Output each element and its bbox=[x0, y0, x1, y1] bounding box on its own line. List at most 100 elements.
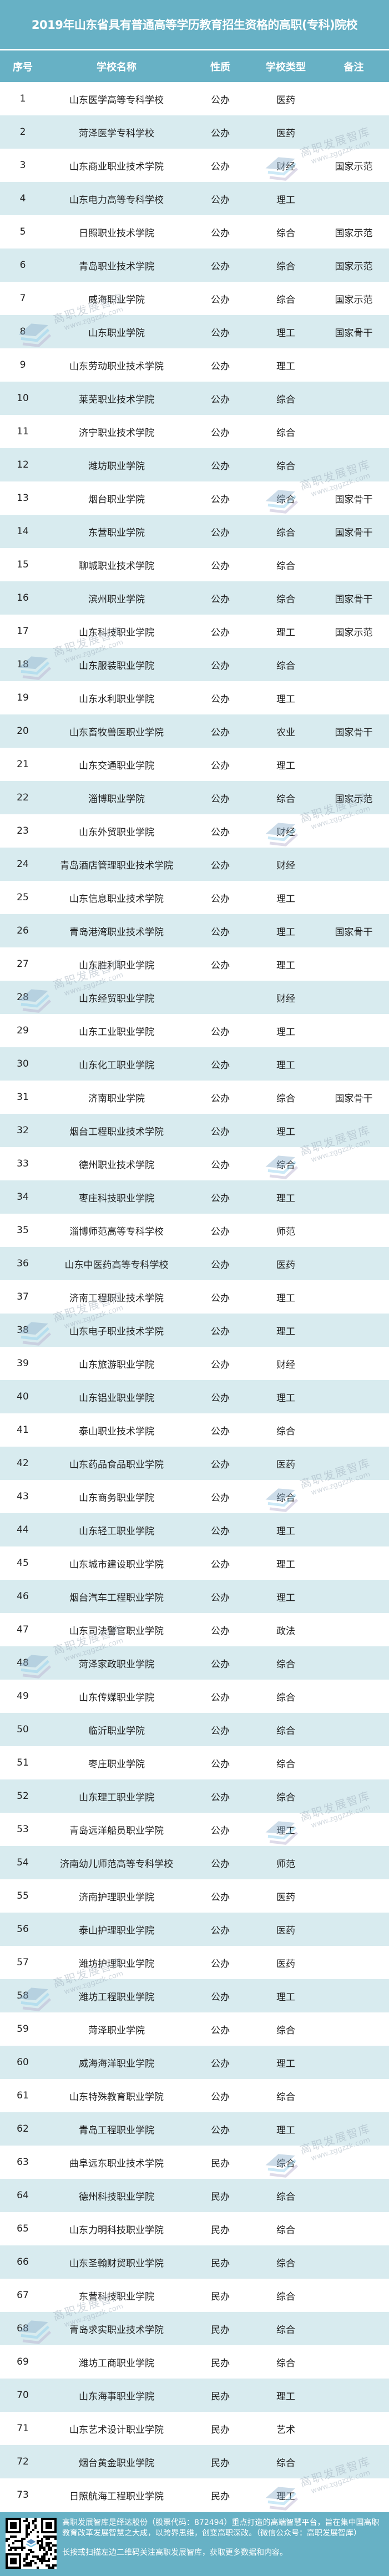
cell-school-type: 综合 bbox=[276, 460, 295, 472]
cell-seq: 63 bbox=[17, 2157, 29, 2168]
cell-seq: 21 bbox=[17, 759, 29, 770]
header-name: 学校名称 bbox=[97, 61, 137, 73]
cell-seq: 61 bbox=[17, 2090, 29, 2101]
cell-school-type: 财经 bbox=[276, 993, 295, 1005]
table-row: 64 德州科技职业学院 民办 综合 bbox=[0, 2179, 389, 2212]
table-row: 46 烟台汽车工程职业学院 公办 理工 bbox=[0, 1580, 389, 1613]
cell-school-type: 综合 bbox=[276, 1492, 295, 1504]
cell-school-type: 综合 bbox=[276, 2324, 295, 2336]
table-row: 72 烟台黄金职业学院 民办 综合 bbox=[0, 2445, 389, 2478]
cell-school-name: 山东海事职业学院 bbox=[79, 2391, 154, 2402]
cell-seq: 27 bbox=[17, 959, 29, 970]
table-row: 1 山东医学高等专科学校 公办 医药 bbox=[0, 82, 389, 115]
cell-school-type: 师范 bbox=[276, 1858, 295, 1870]
cell-school-type: 综合 bbox=[276, 261, 295, 272]
cell-nature: 公办 bbox=[211, 394, 230, 405]
cell-school-name: 泰山护理职业学院 bbox=[79, 1925, 154, 1936]
table-row: 56 泰山护理职业学院 公办 医药 bbox=[0, 1913, 389, 1946]
cell-nature: 公办 bbox=[211, 460, 230, 472]
cell-seq: 5 bbox=[19, 226, 26, 237]
cell-remark: 国家示范 bbox=[335, 793, 373, 805]
cell-nature: 公办 bbox=[211, 1159, 230, 1171]
cell-seq: 60 bbox=[17, 2057, 29, 2068]
cell-school-type: 综合 bbox=[276, 394, 295, 405]
table-row: 30 山东化工职业学院 公办 理工 bbox=[0, 1047, 389, 1081]
cell-nature: 公办 bbox=[211, 1659, 230, 1670]
cell-nature: 公办 bbox=[211, 527, 230, 539]
cell-seq: 68 bbox=[17, 2323, 29, 2334]
cell-nature: 公办 bbox=[211, 1525, 230, 1537]
cell-school-type: 医药 bbox=[276, 128, 295, 139]
cell-school-name: 滨州职业学院 bbox=[88, 594, 145, 605]
cell-seq: 43 bbox=[17, 1491, 29, 1502]
cell-school-name: 山东科技职业学院 bbox=[79, 627, 154, 638]
cell-school-name: 青岛港湾职业技术学院 bbox=[69, 926, 164, 938]
cell-nature: 公办 bbox=[211, 960, 230, 971]
table-row: 31 济南职业学院 公办 综合 国家骨干 bbox=[0, 1081, 389, 1114]
cell-seq: 42 bbox=[17, 1458, 29, 1469]
table-row: 24 青岛酒店管理职业技术学院 公办 财经 bbox=[0, 848, 389, 881]
table-row: 70 山东海事职业学院 民办 理工 bbox=[0, 2379, 389, 2412]
cell-school-type: 综合 bbox=[276, 1725, 295, 1737]
cell-school-type: 医药 bbox=[276, 1892, 295, 1903]
cell-nature: 公办 bbox=[211, 1892, 230, 1903]
cell-school-type: 综合 bbox=[276, 1093, 295, 1104]
cell-school-name: 山东经贸职业学院 bbox=[79, 993, 154, 1005]
cell-school-type: 农业 bbox=[276, 727, 295, 738]
cell-school-type: 理工 bbox=[276, 693, 295, 705]
cell-school-name: 青岛工程职业学院 bbox=[79, 2124, 154, 2136]
table-row: 32 烟台工程职业技术学院 公办 理工 bbox=[0, 1114, 389, 1147]
cell-nature: 民办 bbox=[211, 2158, 230, 2169]
cell-nature: 公办 bbox=[211, 1093, 230, 1104]
cell-nature: 民办 bbox=[211, 2491, 230, 2502]
cell-seq: 26 bbox=[17, 925, 29, 936]
cell-school-name: 烟台职业学院 bbox=[88, 494, 145, 505]
cell-remark: 国家骨干 bbox=[335, 494, 373, 505]
cell-nature: 公办 bbox=[211, 1825, 230, 1837]
cell-school-type: 综合 bbox=[276, 2291, 295, 2303]
cell-seq: 54 bbox=[17, 1857, 29, 1868]
cell-school-name: 山东铝业职业学院 bbox=[79, 1392, 154, 1404]
cell-seq: 22 bbox=[17, 792, 29, 803]
cell-school-name: 山东劳动职业技术学院 bbox=[69, 361, 164, 372]
cell-school-name: 山东畜牧兽医职业学院 bbox=[69, 727, 164, 738]
cell-school-name: 潍坊工程职业学院 bbox=[79, 1991, 154, 2003]
cell-school-name: 菏泽家政职业学院 bbox=[79, 1659, 154, 1670]
cell-nature: 公办 bbox=[211, 1958, 230, 1970]
table-row: 6 青岛职业技术学院 公办 综合 国家示范 bbox=[0, 249, 389, 282]
cell-seq: 51 bbox=[17, 1757, 29, 1768]
cell-school-type: 理工 bbox=[276, 361, 295, 372]
cell-school-name: 山东圣翰财贸职业学院 bbox=[69, 2258, 164, 2269]
cell-nature: 公办 bbox=[211, 1326, 230, 1337]
cell-school-type: 理工 bbox=[276, 1193, 295, 1204]
cell-school-name: 山东特殊教育职业学院 bbox=[69, 2091, 164, 2103]
cell-school-name: 山东药品食品职业学院 bbox=[69, 1459, 164, 1470]
cell-seq: 53 bbox=[17, 1824, 29, 1835]
page-title: 2019年山东省具有普通高等学历教育招生资格的高职(专科)院校 bbox=[0, 0, 389, 49]
cell-school-type: 综合 bbox=[276, 1792, 295, 1803]
table-row: 27 山东胜利职业学院 公办 理工 bbox=[0, 947, 389, 981]
cell-nature: 公办 bbox=[211, 1292, 230, 1304]
cell-nature: 公办 bbox=[211, 427, 230, 439]
cell-seq: 58 bbox=[17, 1990, 29, 2001]
cell-school-type: 综合 bbox=[276, 2258, 295, 2269]
cell-seq: 30 bbox=[17, 1058, 29, 1069]
table-row: 52 山东理工职业学院 公办 综合 bbox=[0, 1779, 389, 1813]
table-row: 51 枣庄职业学院 公办 综合 bbox=[0, 1746, 389, 1779]
table-row: 9 山东劳动职业技术学院 公办 理工 bbox=[0, 348, 389, 382]
cell-nature: 公办 bbox=[211, 261, 230, 272]
header-nature: 性质 bbox=[210, 61, 230, 73]
cell-nature: 民办 bbox=[211, 2191, 230, 2203]
table-row: 55 济南护理职业学院 公办 医药 bbox=[0, 1879, 389, 1913]
cell-school-type: 理工 bbox=[276, 926, 295, 938]
cell-nature: 公办 bbox=[211, 1059, 230, 1071]
cell-seq: 40 bbox=[17, 1391, 29, 1402]
cell-nature: 公办 bbox=[211, 1193, 230, 1204]
cell-seq: 73 bbox=[17, 2489, 29, 2501]
cell-nature: 公办 bbox=[211, 1692, 230, 1703]
cell-nature: 公办 bbox=[211, 94, 230, 106]
cell-school-name: 山东交通职业学院 bbox=[79, 760, 154, 772]
cell-seq: 18 bbox=[17, 659, 29, 670]
cell-school-type: 综合 bbox=[276, 1758, 295, 1770]
table-row: 23 山东外贸职业学院 公办 财经 bbox=[0, 814, 389, 848]
